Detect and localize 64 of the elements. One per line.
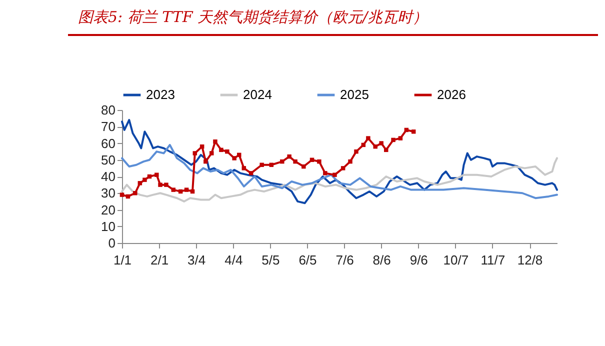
y-tick-label: 70 bbox=[101, 119, 116, 134]
point bbox=[373, 144, 378, 149]
line-series bbox=[121, 144, 558, 200]
y-tick-label: 60 bbox=[101, 136, 116, 151]
point bbox=[171, 188, 176, 192]
point bbox=[219, 148, 224, 152]
point bbox=[260, 162, 264, 167]
x-tick-label: 1/1 bbox=[113, 252, 132, 268]
x-tick-label: 6/5 bbox=[298, 252, 317, 268]
y-tick-label: 20 bbox=[101, 202, 116, 218]
line-series bbox=[121, 118, 558, 204]
x-tick-label: 2/1 bbox=[150, 252, 169, 268]
legend-label: 2025 bbox=[340, 87, 369, 102]
x-tick-label: 3/4 bbox=[188, 252, 206, 268]
point bbox=[213, 139, 218, 144]
y-tick-label: 80 bbox=[101, 102, 116, 118]
point bbox=[248, 171, 254, 176]
point bbox=[225, 149, 230, 154]
point bbox=[280, 159, 284, 164]
point bbox=[120, 192, 124, 197]
point bbox=[348, 159, 352, 164]
point bbox=[164, 182, 168, 187]
x-tick-label: 9/6 bbox=[410, 252, 428, 268]
x-tick-label: 5/5 bbox=[262, 252, 280, 268]
point bbox=[142, 178, 147, 182]
line-series bbox=[121, 157, 558, 202]
point bbox=[158, 182, 162, 187]
x-tick-label: 12/8 bbox=[517, 252, 543, 268]
point bbox=[204, 159, 208, 164]
point bbox=[192, 151, 198, 156]
point bbox=[293, 159, 298, 164]
point bbox=[379, 141, 384, 146]
x-tick-label: 8/6 bbox=[372, 252, 391, 268]
point bbox=[133, 191, 138, 196]
y-tick-label: 40 bbox=[101, 169, 116, 184]
y-tick-label: 50 bbox=[101, 152, 116, 168]
point bbox=[269, 162, 274, 167]
point bbox=[332, 172, 337, 177]
point bbox=[138, 181, 142, 186]
point bbox=[302, 164, 306, 169]
y-tick-label: 30 bbox=[101, 186, 116, 201]
point bbox=[340, 166, 346, 170]
x-tick-label: 7/6 bbox=[336, 252, 354, 268]
x-tick-label: 11/7 bbox=[480, 252, 506, 268]
point bbox=[287, 154, 292, 159]
point bbox=[366, 136, 370, 140]
point bbox=[184, 188, 189, 192]
point bbox=[391, 138, 396, 142]
point bbox=[210, 151, 214, 156]
legend-label: 2024 bbox=[243, 87, 272, 102]
y-tick-label: 10 bbox=[101, 218, 116, 234]
point bbox=[232, 156, 236, 160]
point bbox=[354, 149, 358, 154]
chart-title: 图表5: 荷兰 TTF 天然气期货结算价（欧元/兆瓦时） bbox=[78, 8, 428, 27]
x-tick-label: 4/4 bbox=[224, 252, 243, 268]
y-tick-label: 0 bbox=[108, 236, 116, 250]
point bbox=[317, 159, 322, 164]
legend-label: 2023 bbox=[146, 87, 175, 102]
point bbox=[154, 172, 159, 177]
x-tick-label: 10/7 bbox=[443, 252, 469, 268]
point bbox=[398, 136, 403, 140]
point bbox=[323, 171, 328, 176]
point bbox=[242, 166, 246, 170]
legend-label: 2026 bbox=[437, 87, 466, 102]
